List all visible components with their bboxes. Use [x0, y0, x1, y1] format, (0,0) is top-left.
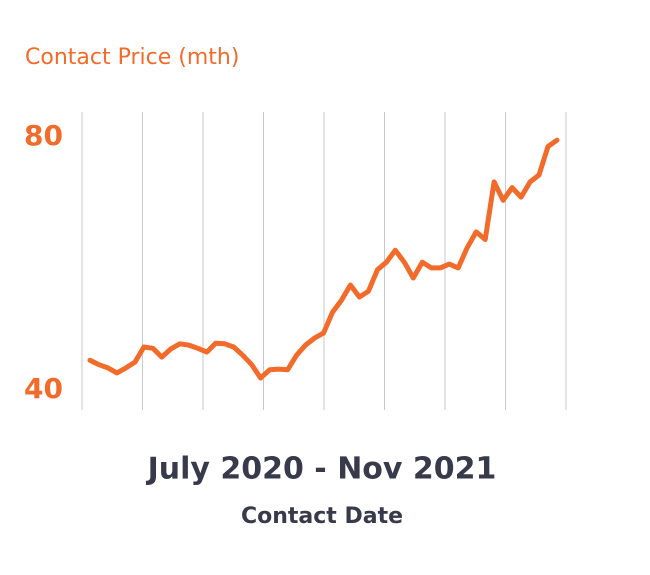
x-axis-sublabel: Contact Date	[241, 504, 403, 529]
y-tick-label: 80	[24, 119, 63, 152]
x-axis-label: July 2020 - Nov 2021	[146, 452, 497, 487]
chart-title: Contact Price (mth)	[25, 45, 239, 70]
y-tick-label: 40	[24, 372, 63, 405]
line	[87, 137, 560, 381]
